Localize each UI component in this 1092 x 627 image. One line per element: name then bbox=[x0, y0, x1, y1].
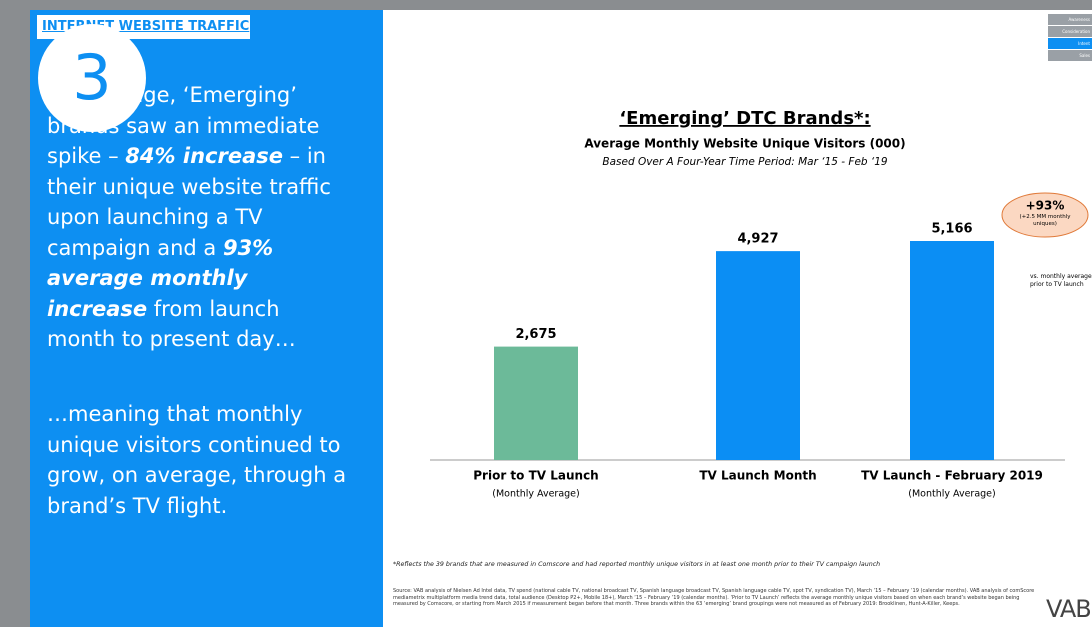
value-label: 2,675 bbox=[515, 327, 556, 342]
chart-note: Based Over A Four-Year Time Period: Mar … bbox=[602, 156, 888, 168]
annotation-value: +93% bbox=[1026, 199, 1065, 213]
value-label: 4,927 bbox=[737, 232, 778, 247]
x-tick-sublabel: (Monthly Average) bbox=[908, 489, 995, 500]
x-tick-label: Prior to TV Launch bbox=[473, 469, 598, 483]
annotation-comment: vs. monthly average prior to TV launch bbox=[1030, 273, 1092, 288]
bar bbox=[716, 251, 800, 460]
bar bbox=[494, 347, 578, 460]
page: INTERNET WEBSITE TRAFFIC On average, ‘Em… bbox=[0, 0, 1092, 627]
x-tick-sublabel: (Monthly Average) bbox=[492, 489, 579, 500]
bar bbox=[910, 241, 994, 460]
source: Source: VAB analysis of Nielsen Ad Intel… bbox=[393, 588, 1043, 608]
logo: VAB bbox=[1046, 595, 1091, 623]
x-tick-label: TV Launch Month bbox=[699, 469, 816, 483]
x-tick-label: TV Launch - February 2019 bbox=[861, 469, 1043, 483]
footnote: *Reflects the 39 brands that are measure… bbox=[393, 561, 1043, 568]
annotation-detail: (+2.5 MM monthly uniques) bbox=[1010, 214, 1080, 228]
chart-subtitle: Average Monthly Website Unique Visitors … bbox=[584, 137, 905, 151]
chart-title: ‘Emerging’ DTC Brands*: bbox=[619, 108, 870, 129]
chart: ‘Emerging’ DTC Brands*: Average Monthly … bbox=[0, 0, 1092, 627]
value-label: 5,166 bbox=[931, 222, 972, 237]
